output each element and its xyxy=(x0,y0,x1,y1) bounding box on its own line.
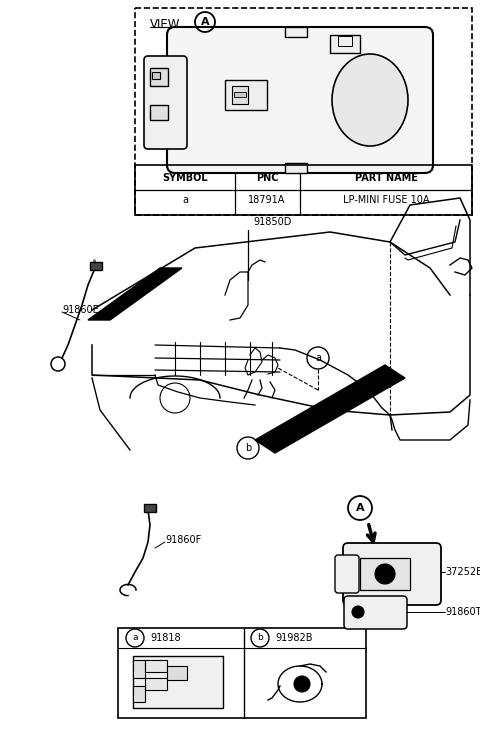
Text: SYMBOL: SYMBOL xyxy=(162,173,208,183)
FancyBboxPatch shape xyxy=(344,596,407,629)
Text: 91860F: 91860F xyxy=(165,535,201,545)
Text: b: b xyxy=(257,634,263,642)
FancyBboxPatch shape xyxy=(335,555,359,593)
Bar xyxy=(150,105,168,120)
Bar xyxy=(232,86,248,104)
Bar xyxy=(285,163,307,173)
Bar xyxy=(135,8,472,215)
FancyBboxPatch shape xyxy=(167,27,433,173)
Bar xyxy=(167,666,187,680)
Bar xyxy=(133,660,145,678)
Bar xyxy=(133,656,223,708)
Bar xyxy=(225,80,267,110)
Bar xyxy=(150,68,168,86)
Text: 91860E: 91860E xyxy=(62,305,99,315)
Circle shape xyxy=(294,676,310,692)
Text: 91860T: 91860T xyxy=(445,607,480,617)
Bar xyxy=(145,678,167,690)
Bar xyxy=(145,660,167,672)
Bar xyxy=(118,628,366,718)
Text: 91818: 91818 xyxy=(150,633,180,643)
Text: a: a xyxy=(182,195,188,205)
Circle shape xyxy=(375,564,395,584)
Polygon shape xyxy=(255,365,405,453)
Text: LP-MINI FUSE 10A: LP-MINI FUSE 10A xyxy=(343,195,429,205)
Ellipse shape xyxy=(332,54,408,146)
Bar xyxy=(360,558,410,590)
Bar xyxy=(144,504,156,512)
Text: b: b xyxy=(245,443,251,453)
Text: a: a xyxy=(315,353,321,363)
Text: 18791A: 18791A xyxy=(248,195,286,205)
Text: PNC: PNC xyxy=(256,173,278,183)
Text: 91982B: 91982B xyxy=(275,633,312,643)
Bar xyxy=(152,72,160,79)
FancyBboxPatch shape xyxy=(343,543,441,605)
Text: 91850D: 91850D xyxy=(253,217,291,227)
Bar xyxy=(135,165,472,215)
Text: a: a xyxy=(132,634,138,642)
Text: A: A xyxy=(356,503,364,513)
Text: A: A xyxy=(201,17,209,27)
Text: PART NAME: PART NAME xyxy=(355,173,418,183)
Bar xyxy=(133,686,145,702)
Text: 37252B: 37252B xyxy=(445,567,480,577)
Circle shape xyxy=(352,606,364,618)
Bar xyxy=(330,35,360,53)
Bar xyxy=(285,27,307,37)
Polygon shape xyxy=(88,268,182,320)
Bar xyxy=(234,92,246,97)
Text: VIEW: VIEW xyxy=(150,17,180,31)
Bar xyxy=(90,262,102,270)
FancyBboxPatch shape xyxy=(144,56,187,149)
Bar xyxy=(338,36,352,46)
